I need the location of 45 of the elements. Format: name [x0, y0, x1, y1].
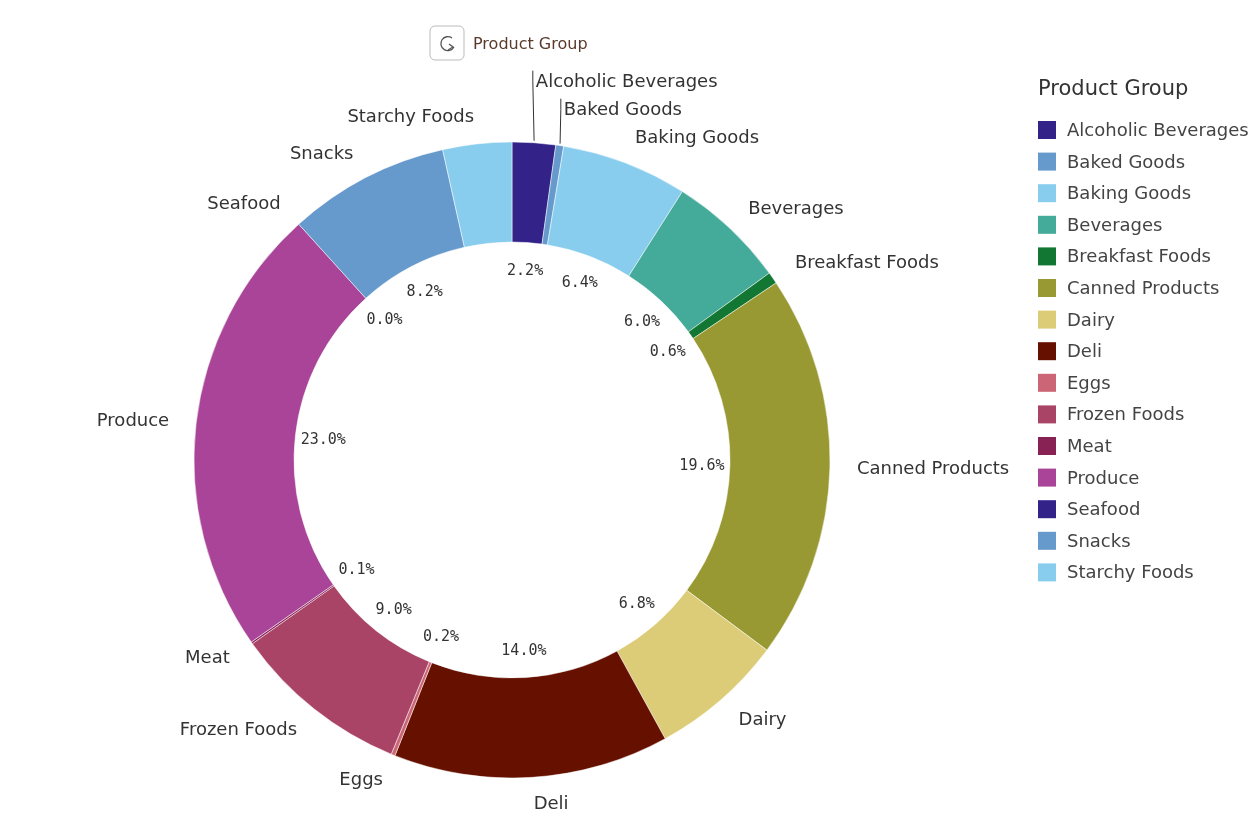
- legend-label: Beverages: [1067, 213, 1163, 235]
- slice-label: Starchy Foods: [347, 105, 475, 127]
- slice-label: Dairy: [738, 708, 787, 730]
- slice-label: Breakfast Foods: [794, 250, 939, 272]
- legend-label: Starchy Foods: [1067, 561, 1194, 583]
- slice-label: Canned Products: [856, 456, 1010, 478]
- data-label: 19.6%: [679, 455, 725, 474]
- legend-label: Meat: [1067, 435, 1112, 456]
- slice-label: Baking Goods: [634, 125, 760, 147]
- data-label: 14.0%: [501, 640, 547, 659]
- slice-label: Snacks: [289, 141, 354, 163]
- slice-label: Alcoholic Beverages: [535, 69, 718, 91]
- legend-title: Product Group: [1038, 76, 1189, 100]
- slice-label: Baked Goods: [563, 97, 682, 119]
- data-label: 8.2%: [406, 282, 443, 301]
- legend-label: Breakfast Foods: [1067, 245, 1211, 267]
- data-label: 6.8%: [618, 594, 655, 613]
- data-label: 23.0%: [300, 429, 346, 448]
- slice-label: Produce: [96, 409, 170, 431]
- legend-label: Baking Goods: [1067, 182, 1192, 204]
- data-label: 0.6%: [649, 342, 686, 361]
- slice-label: Deli: [533, 792, 569, 814]
- chart-title: Product Group: [473, 34, 588, 53]
- data-label: 6.0%: [624, 312, 661, 331]
- slice-label: Meat: [185, 646, 230, 668]
- data-label: 0.1%: [338, 560, 375, 579]
- legend-label: Baked Goods: [1067, 150, 1186, 172]
- legend-label: Dairy: [1067, 308, 1116, 330]
- legend-label: Seafood: [1067, 498, 1141, 520]
- slice-label: Frozen Foods: [179, 717, 298, 739]
- category-label: Seafood: [207, 192, 281, 214]
- slice-label: Beverages: [748, 196, 844, 218]
- legend-label: Frozen Foods: [1067, 403, 1185, 425]
- text: 0.0%: [366, 310, 403, 329]
- legend-label: Canned Products: [1067, 277, 1220, 298]
- legend-label: Eggs: [1067, 371, 1111, 393]
- data-label: 0.2%: [422, 627, 460, 646]
- slice-label: Eggs: [339, 767, 383, 789]
- legend-label: Produce: [1067, 466, 1140, 488]
- legend-label: Snacks: [1067, 529, 1131, 551]
- legend-label: Deli: [1067, 340, 1102, 362]
- data-label: 2.2%: [507, 261, 544, 280]
- data-label: 9.0%: [375, 599, 412, 618]
- legend-label: Alcoholic Beverages: [1067, 119, 1249, 140]
- data-label: 6.4%: [561, 273, 598, 292]
